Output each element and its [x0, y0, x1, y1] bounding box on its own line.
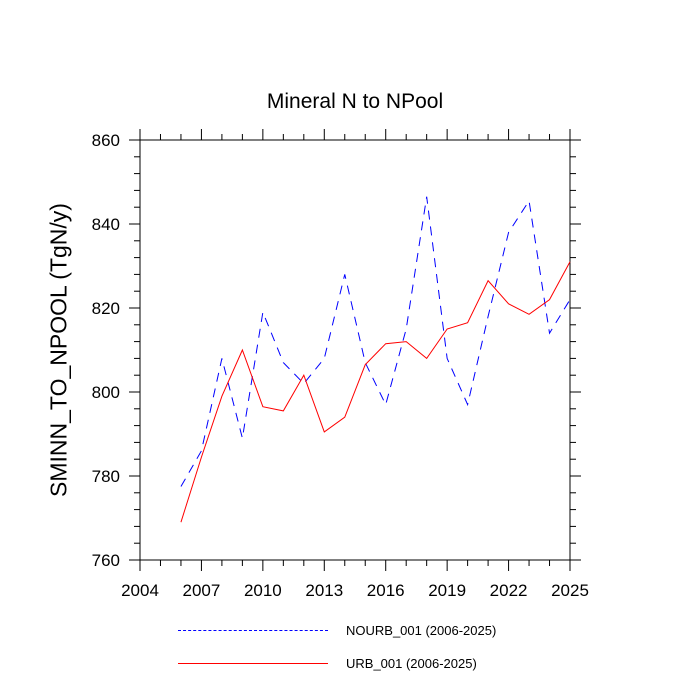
legend-label-urb: URB_001 (2006-2025)	[346, 655, 477, 671]
legend-item-nourb: NOURB_001 (2006-2025)	[178, 620, 496, 640]
x-tick-label: 2022	[490, 581, 528, 600]
y-tick-label: 780	[92, 467, 120, 486]
y-tick-label: 820	[92, 299, 120, 318]
chart-title: Mineral N to NPool	[266, 90, 444, 113]
legend-swatch-nourb	[178, 629, 328, 631]
series-lines	[180, 196, 571, 523]
x-tick-label: 2013	[305, 581, 343, 600]
axis-ticks	[129, 129, 581, 571]
y-tick-label: 840	[92, 215, 120, 234]
y-axis-label: SMINN_TO_NPOOL (TgN/y)	[45, 203, 72, 497]
legend-label-nourb: NOURB_001 (2006-2025)	[346, 622, 497, 638]
legend-item-urb: URB_001 (2006-2025)	[178, 653, 477, 673]
x-tick-label: 2004	[121, 581, 159, 600]
x-tick-label: 2010	[244, 581, 282, 600]
y-tick-label: 860	[92, 131, 120, 150]
axis-tick-labels: 2004 2007 2010 2013 2016 2019 2022 2025 760 780 80…	[92, 131, 589, 600]
x-tick-label: 2007	[183, 581, 221, 600]
x-tick-label: 2016	[367, 581, 405, 600]
legend-swatch-urb	[178, 662, 328, 664]
y-tick-label: 760	[92, 551, 120, 570]
series-line-urb	[180, 261, 571, 523]
x-tick-label: 2025	[551, 581, 589, 600]
series-line-nourb	[180, 196, 571, 487]
y-tick-label: 800	[92, 383, 120, 402]
plot-frame	[139, 139, 571, 561]
x-tick-label: 2019	[428, 581, 466, 600]
